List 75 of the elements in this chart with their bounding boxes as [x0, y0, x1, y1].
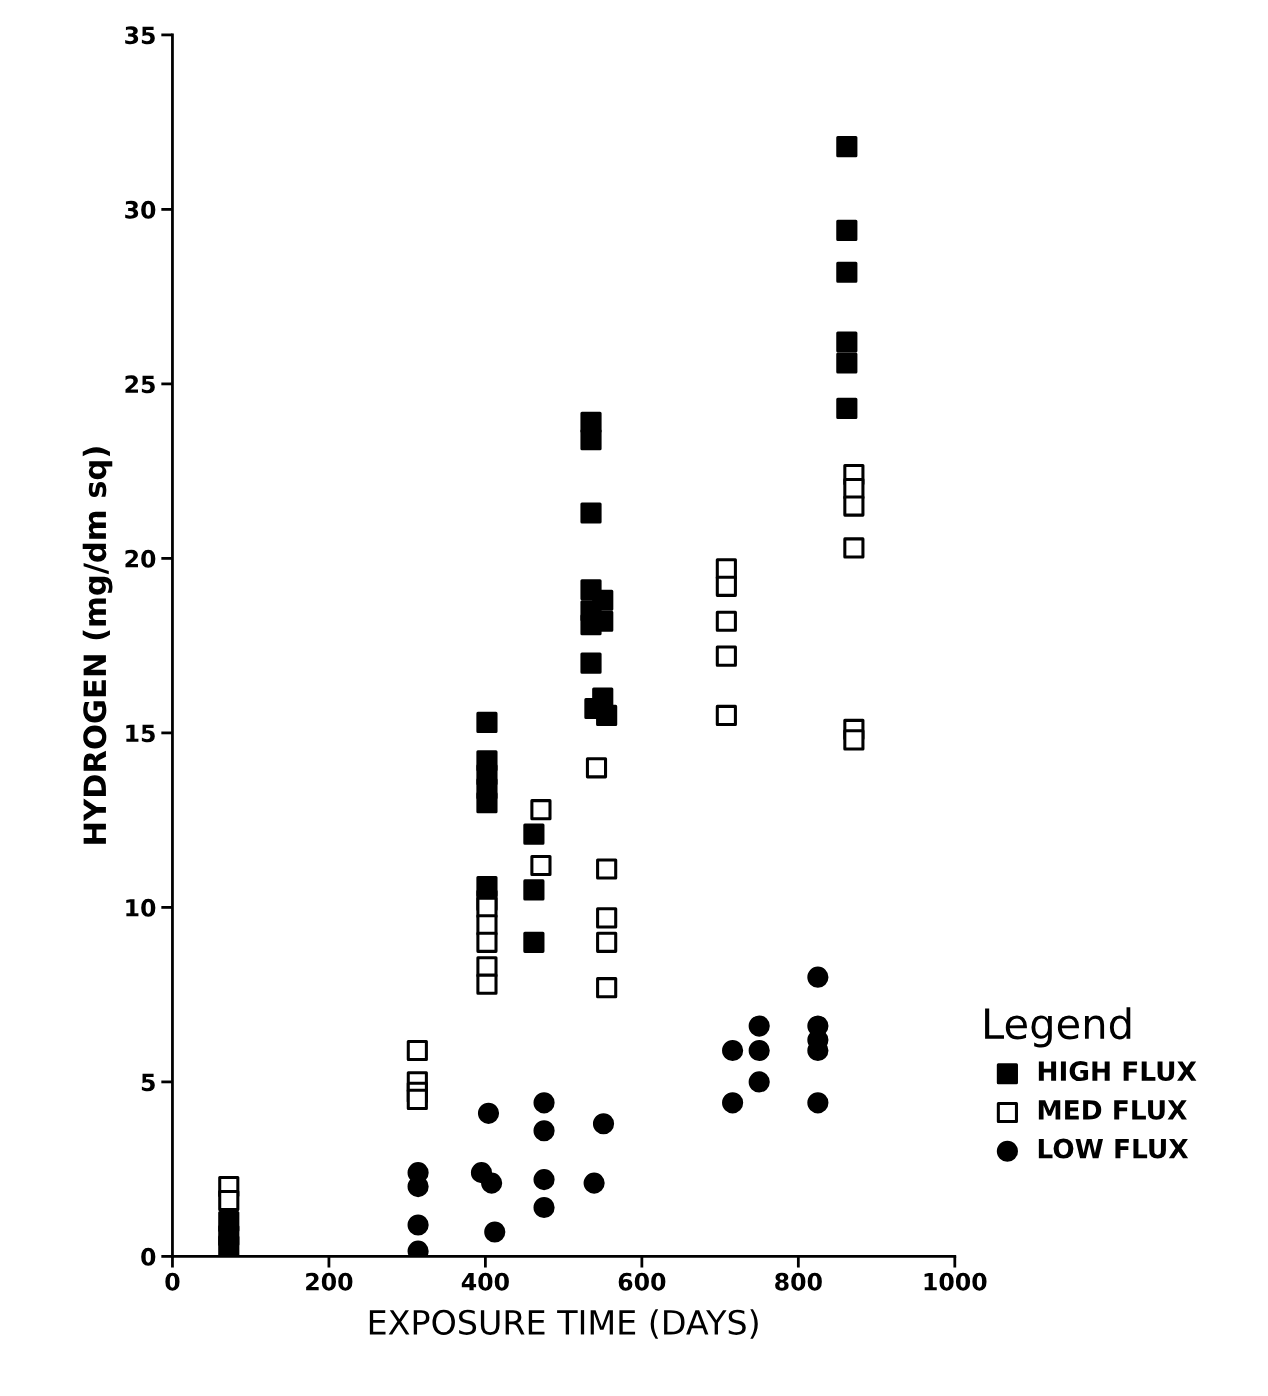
point — [407, 1214, 429, 1236]
x-tick-label: 0 — [165, 1272, 180, 1291]
point — [843, 729, 865, 751]
point — [596, 907, 618, 929]
point — [476, 711, 498, 734]
point — [533, 1120, 555, 1142]
point — [481, 1172, 503, 1194]
point — [715, 645, 737, 667]
point — [722, 1039, 744, 1062]
y-tick-label: 5 — [141, 1073, 155, 1092]
point — [807, 1092, 829, 1114]
point — [580, 652, 602, 674]
y-tick-label: 35 — [125, 26, 155, 45]
point — [476, 931, 498, 953]
legend-title: Legend — [985, 1007, 1131, 1048]
point — [484, 1221, 506, 1243]
point — [218, 1189, 240, 1212]
point — [530, 799, 552, 821]
point — [596, 977, 618, 999]
legend-label: HIGH FLUX — [1038, 1061, 1197, 1082]
point — [748, 1071, 770, 1093]
point — [836, 219, 858, 241]
y-axis-title: HYDROGEN (mg/dm sq) — [82, 447, 113, 844]
point — [407, 1176, 429, 1198]
y-tick-label: 20 — [125, 549, 156, 568]
point — [533, 1092, 555, 1114]
point — [748, 1015, 770, 1037]
y-tick-label: 15 — [126, 724, 155, 743]
point — [715, 610, 737, 632]
point — [580, 429, 602, 451]
point — [596, 858, 618, 880]
legend-label: LOW FLUX — [1038, 1138, 1189, 1159]
point — [722, 1092, 744, 1114]
x-tick-label: 800 — [775, 1272, 822, 1291]
y-tick-label: 0 — [141, 1247, 156, 1266]
x-axis-title: EXPOSURE TIME (DAYS) — [369, 1309, 758, 1339]
point — [476, 914, 498, 936]
point — [583, 1172, 605, 1194]
legend-label: MED FLUX — [1038, 1100, 1187, 1120]
y-tick-label: 30 — [125, 200, 156, 219]
point — [533, 1169, 555, 1191]
point — [596, 931, 618, 953]
point — [836, 397, 858, 419]
y-tick-label: 10 — [126, 898, 156, 917]
point — [406, 1039, 428, 1062]
x-tick-label: 200 — [306, 1272, 353, 1291]
point — [843, 495, 865, 517]
point — [533, 1196, 555, 1219]
point — [585, 757, 608, 779]
point — [476, 956, 498, 978]
x-tick-label: 1000 — [924, 1272, 987, 1291]
y-tick-label: 25 — [125, 375, 155, 394]
x-tick-label: 400 — [461, 1272, 509, 1291]
point — [476, 792, 498, 814]
point — [807, 966, 829, 988]
point — [836, 261, 858, 283]
point — [523, 823, 545, 845]
point — [218, 1235, 240, 1257]
point — [477, 1102, 500, 1124]
point — [476, 973, 498, 995]
point — [836, 352, 858, 374]
point — [748, 1039, 770, 1062]
point — [715, 575, 737, 597]
point — [843, 537, 865, 559]
point — [836, 331, 858, 353]
point — [580, 502, 602, 524]
x-tick-label: 600 — [618, 1272, 666, 1291]
point — [715, 704, 737, 727]
point — [523, 879, 545, 901]
point — [406, 1088, 428, 1110]
point — [592, 589, 614, 611]
point — [530, 854, 552, 877]
point — [523, 931, 545, 953]
point — [592, 1113, 615, 1135]
point — [836, 136, 858, 158]
